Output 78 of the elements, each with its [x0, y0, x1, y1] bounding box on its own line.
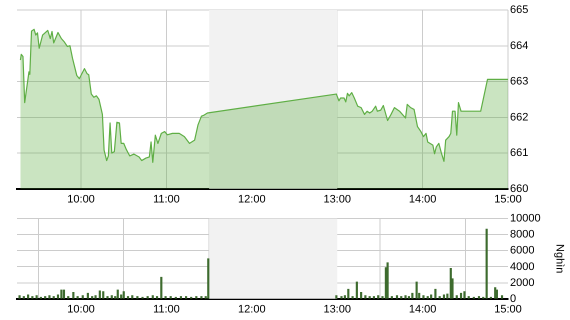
bar [450, 268, 452, 299]
x-tick-label: 15:00 [494, 193, 522, 206]
y-tick-label: 0 [510, 292, 516, 305]
bar [184, 296, 188, 299]
y-tick-label: 2000 [510, 276, 534, 289]
x-tick-label: 12:00 [238, 303, 266, 316]
bar [347, 288, 350, 299]
bar [60, 290, 62, 299]
bar [122, 291, 125, 299]
x-tick-label: 11:00 [153, 193, 180, 206]
bar [136, 296, 138, 299]
y-tick-label: 664 [510, 40, 528, 52]
y-tick-label: 660 [510, 182, 528, 195]
bar [400, 296, 402, 299]
bar [426, 296, 429, 299]
bar [31, 296, 34, 299]
y-tick-label: 10000 [510, 212, 541, 225]
bar [340, 296, 343, 299]
bar [156, 296, 158, 299]
bar [164, 296, 167, 299]
y2-axis-title: Nghìn [553, 244, 566, 274]
bar [106, 296, 109, 299]
x-tick-label: 10:00 [67, 303, 95, 316]
bar [82, 295, 84, 299]
x-tick-label: 14:00 [408, 303, 436, 316]
bar [456, 295, 458, 299]
bar [386, 262, 389, 299]
bar [478, 296, 480, 299]
x-tick-label: 13:00 [323, 303, 351, 316]
bar [416, 282, 418, 299]
y-tick-label: 661 [510, 147, 528, 160]
bar [152, 295, 154, 299]
y-tick-label: 662 [510, 111, 528, 124]
bar [102, 291, 104, 299]
bar [52, 296, 55, 299]
y-tick-label: 665 [510, 4, 528, 16]
bar [98, 290, 101, 299]
x-tick-label: 14:00 [408, 193, 436, 206]
bar [67, 296, 70, 299]
y-tick-label: 6000 [510, 244, 534, 257]
bar [486, 228, 488, 299]
bar [360, 292, 362, 299]
bar [62, 290, 66, 299]
bar [496, 290, 498, 299]
bar [368, 296, 371, 299]
bar [170, 296, 172, 299]
bar [146, 296, 149, 299]
y-tick-label: 8000 [510, 228, 534, 241]
bar [91, 296, 94, 299]
bar [356, 282, 358, 299]
bar [160, 276, 162, 299]
y-tick-label: 663 [510, 76, 528, 88]
bar [180, 296, 182, 299]
bar [131, 295, 134, 299]
bar [195, 296, 198, 299]
x-tick-label: 15:00 [494, 303, 522, 316]
bar [44, 296, 46, 299]
bar [390, 296, 393, 299]
bar [468, 296, 470, 299]
bar [377, 295, 380, 299]
bar [126, 296, 130, 299]
bar [22, 296, 25, 299]
bar [116, 290, 119, 299]
bar [110, 295, 113, 299]
bar [72, 292, 74, 299]
x-tick-label: 10:00 [67, 193, 95, 206]
bar [372, 296, 376, 299]
bar [200, 296, 203, 299]
x-tick-label: 12:00 [238, 193, 266, 206]
bar [438, 296, 441, 299]
bar [494, 287, 496, 299]
bar [207, 258, 210, 299]
x-tick-label: 13:00 [323, 193, 351, 206]
bar [352, 296, 354, 299]
bar [408, 296, 410, 299]
bar [76, 296, 79, 299]
x-tick-label: 11:00 [153, 303, 180, 316]
y-tick-label: 4000 [510, 260, 534, 273]
